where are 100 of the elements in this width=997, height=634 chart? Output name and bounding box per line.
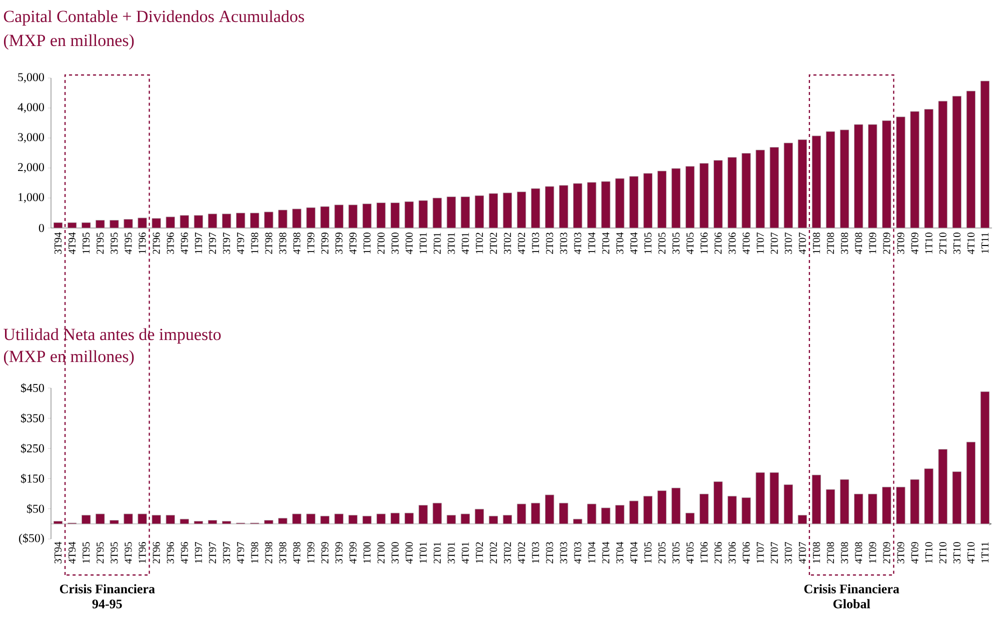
x-tick-label: 2T06	[714, 232, 722, 254]
x-tick-label: 4T96	[180, 232, 188, 254]
bar	[488, 516, 498, 524]
y-tick-label: $150	[20, 474, 44, 484]
bar	[545, 186, 554, 228]
x-tick-label: 3T97	[223, 232, 230, 254]
x-tick-label: 1T00	[363, 232, 371, 254]
x-tick-label: 4T06	[742, 232, 750, 254]
bar	[784, 484, 793, 524]
x-tick-label: 1T02	[476, 542, 483, 563]
text: Crisis Financiera Global	[804, 584, 900, 608]
x-tick-label: 3T99	[335, 542, 342, 564]
x-tick-label: 3T07	[784, 232, 792, 254]
x-tick-label: 4T97	[237, 542, 244, 564]
bar	[222, 214, 232, 228]
x-tick-label: 3T02	[504, 232, 512, 254]
bar	[292, 208, 302, 228]
y-tick-label: 0	[38, 224, 44, 232]
bar	[910, 111, 920, 228]
x-tick-label: 3T94	[54, 232, 62, 254]
x-tick-label: 2T00	[378, 232, 385, 254]
x-tick-label: 3T00	[392, 232, 399, 254]
x-tick-label: 4T99	[349, 542, 356, 564]
bar	[657, 490, 666, 524]
x-tick-label: 1T05	[644, 232, 652, 254]
x-tick-label: 4T02	[518, 542, 526, 564]
x-tick-label: 1T10	[925, 542, 932, 563]
x-tick-label: 1T07	[756, 542, 764, 563]
x-tick-label: 1T96	[138, 232, 146, 254]
y-tick-label: 2,000	[18, 163, 44, 173]
x-tick-label: 4T96	[180, 542, 188, 564]
x-tick-label: 1T04	[588, 542, 596, 563]
x-tick-label: 4T94	[68, 542, 76, 564]
bar	[545, 494, 554, 524]
x-tick-label: 1T09	[869, 542, 876, 563]
x-tick-label: 2T07	[770, 542, 778, 564]
x-tick-label: 4T08	[855, 542, 862, 564]
bar	[587, 182, 596, 228]
bar	[812, 136, 821, 228]
x-tick-label: 4T09	[911, 542, 918, 564]
bar	[559, 185, 568, 228]
x-tick-label: 4T05	[686, 232, 694, 254]
bar	[910, 479, 920, 524]
x-tick-label: 4T10	[967, 232, 974, 254]
bar	[488, 193, 498, 228]
bar	[166, 514, 175, 524]
x-tick-label: 3T07	[784, 542, 792, 564]
bar	[390, 202, 400, 228]
x-tick-label: 3T09	[897, 542, 904, 564]
chart-title: Utilidad Neta antes de impuesto	[4, 328, 221, 344]
bar	[629, 500, 638, 524]
bar	[53, 520, 63, 524]
bar	[700, 494, 709, 524]
bar	[82, 222, 91, 228]
x-tick-label: 4T03	[574, 232, 582, 254]
bar	[728, 157, 737, 228]
x-tick-label: 2T99	[321, 232, 328, 254]
x-tick-label: 1T03	[532, 232, 540, 254]
chart-subtitle: (MXP en millones)	[4, 34, 134, 50]
x-tick-label: 2T08	[826, 542, 834, 564]
bar	[362, 516, 372, 524]
bar	[643, 173, 652, 228]
x-tick-label: 2T10	[939, 232, 946, 254]
bar	[952, 471, 962, 524]
bar	[601, 181, 610, 228]
x-tick-label: 3T99	[335, 232, 342, 254]
bar	[348, 514, 358, 524]
bar	[700, 163, 709, 228]
bar	[208, 520, 218, 524]
text: Crisis Financiera 94-95	[60, 584, 155, 608]
bar	[53, 222, 63, 228]
x-tick-label: 3T03	[560, 232, 568, 254]
x-tick-label: 2T07	[770, 232, 778, 254]
bar	[868, 494, 878, 524]
bar	[138, 218, 147, 228]
bar	[966, 90, 976, 228]
bar	[418, 504, 428, 524]
bar	[460, 514, 470, 524]
x-tick-label: 1T07	[756, 232, 764, 254]
bar	[643, 496, 652, 524]
y-tick-label: ($50)	[19, 533, 44, 545]
bar	[826, 131, 836, 228]
y-tick-label: $450	[20, 383, 44, 393]
bar	[474, 508, 484, 524]
x-tick-label: 2T03	[546, 232, 554, 254]
bar	[236, 212, 246, 228]
y-tick-label: 4,000	[18, 103, 44, 113]
x-tick-label: 1T97	[194, 542, 202, 563]
bar	[124, 219, 133, 228]
bar	[110, 220, 119, 228]
x-tick-label: 3T01	[448, 542, 455, 564]
x-tick-label: 2T98	[265, 232, 272, 254]
x-tick-label: 1T99	[307, 542, 314, 563]
bar	[882, 120, 892, 228]
y-tick-label: $50	[26, 504, 44, 514]
x-tick-label: 4T08	[855, 232, 862, 254]
x-tick-label: 3T04	[616, 232, 624, 254]
x-tick-label: 1T05	[644, 542, 652, 563]
bar	[573, 518, 582, 524]
bar	[432, 502, 442, 524]
